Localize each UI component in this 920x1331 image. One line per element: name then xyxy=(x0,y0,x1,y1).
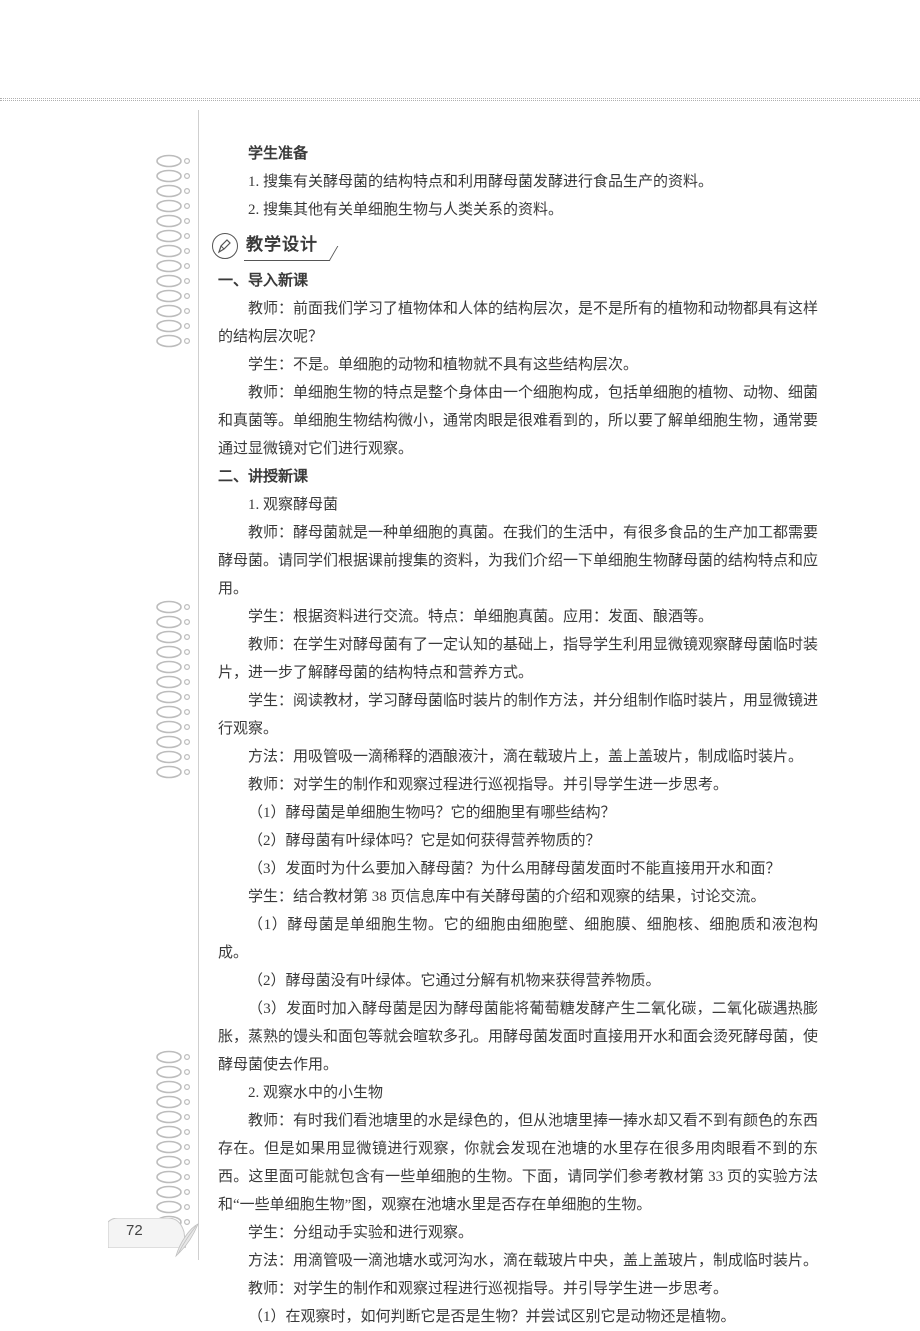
feather-icon xyxy=(172,1222,202,1258)
s2-a1: （1）酵母菌是单细胞生物。它的细胞由细胞壁、细胞膜、细胞核、细胞质和液泡构成。 xyxy=(218,911,818,967)
prep-item-2: 2. 搜集其他有关单细胞生物与人类关系的资料。 xyxy=(218,196,818,224)
s2-q4: （1）在观察时，如何判断它是否是生物？并尝试区别它是动物还是植物。 xyxy=(218,1303,818,1331)
s1-t1: 教师：前面我们学习了植物体和人体的结构层次，是不是所有的植物和动物都具有这样的结… xyxy=(218,295,818,351)
s2-sub1: 1. 观察酵母菌 xyxy=(218,491,818,519)
s2-t1: 教师：酵母菌就是一种单细胞的真菌。在我们的生活中，有很多食品的生产加工都需要酵母… xyxy=(218,519,818,603)
s2-sub2: 2. 观察水中的小生物 xyxy=(218,1079,818,1107)
spiral-binding-bottom xyxy=(155,1050,197,1230)
s2-t3: 教师：在学生对酵母菌有了一定认知的基础上，指导学生利用显微镜观察酵母菌临时装片，… xyxy=(218,631,818,687)
vertical-margin-line xyxy=(198,110,199,1260)
spiral-binding-middle xyxy=(155,600,197,780)
s2-a2: （2）酵母菌没有叶绿体。它通过分解有机物来获得营养物质。 xyxy=(218,967,818,995)
s2-t11: 教师：对学生的制作和观察过程进行巡视指导。并引导学生进一步思考。 xyxy=(218,1275,818,1303)
s2-t8: 教师：有时我们看池塘里的水是绿色的，但从池塘里捧一捧水却又看不到有颜色的东西存在… xyxy=(218,1107,818,1219)
pencil-circle-icon xyxy=(212,233,238,259)
s2-q2: （2）酵母菌有叶绿体吗？它是如何获得营养物质的？ xyxy=(218,827,818,855)
s2-t6: 教师：对学生的制作和观察过程进行巡视指导。并引导学生进一步思考。 xyxy=(218,771,818,799)
s2-q3: （3）发面时为什么要加入酵母菌？为什么用酵母菌发面时不能直接用开水和面？ xyxy=(218,855,818,883)
s2-t7: 学生：结合教材第 38 页信息库中有关酵母菌的介绍和观察的结果，讨论交流。 xyxy=(218,883,818,911)
section-badge: 教学设计 xyxy=(212,230,818,261)
s1-heading: 一、导入新课 xyxy=(218,267,818,295)
s2-a3: （3）发面时加入酵母菌是因为酵母菌能将葡萄糖发酵产生二氧化碳，二氧化碳遇热膨胀，… xyxy=(218,995,818,1079)
s2-heading: 二、讲授新课 xyxy=(218,463,818,491)
s2-t9: 学生：分组动手实验和进行观察。 xyxy=(218,1219,818,1247)
s2-t2: 学生：根据资料进行交流。特点：单细胞真菌。应用：发面、酿酒等。 xyxy=(218,603,818,631)
page-number: 72 xyxy=(126,1222,143,1239)
spiral-binding-top xyxy=(155,154,197,354)
s2-t4: 学生：阅读教材，学习酵母菌临时装片的制作方法，并分组制作临时装片，用显微镜进行观… xyxy=(218,687,818,743)
top-dotted-rule xyxy=(0,98,920,101)
prep-item-1: 1. 搜集有关酵母菌的结构特点和利用酵母菌发酵进行食品生产的资料。 xyxy=(218,168,818,196)
section-badge-label: 教学设计 xyxy=(244,230,324,261)
s2-t10: 方法：用滴管吸一滴池塘水或河沟水，滴在载玻片中央，盖上盖玻片，制成临时装片。 xyxy=(218,1247,818,1275)
s1-t2: 学生：不是。单细胞的动物和植物就不具有这些结构层次。 xyxy=(218,351,818,379)
s2-t5: 方法：用吸管吸一滴稀释的酒酿液汁，滴在载玻片上，盖上盖玻片，制成临时装片。 xyxy=(218,743,818,771)
page-content: 学生准备 1. 搜集有关酵母菌的结构特点和利用酵母菌发酵进行食品生产的资料。 2… xyxy=(218,140,818,1331)
student-prep-heading: 学生准备 xyxy=(218,140,818,168)
s1-t3: 教师：单细胞生物的特点是整个身体由一个细胞构成，包括单细胞的植物、动物、细菌和真… xyxy=(218,379,818,463)
s2-q1: （1）酵母菌是单细胞生物吗？它的细胞里有哪些结构？ xyxy=(218,799,818,827)
